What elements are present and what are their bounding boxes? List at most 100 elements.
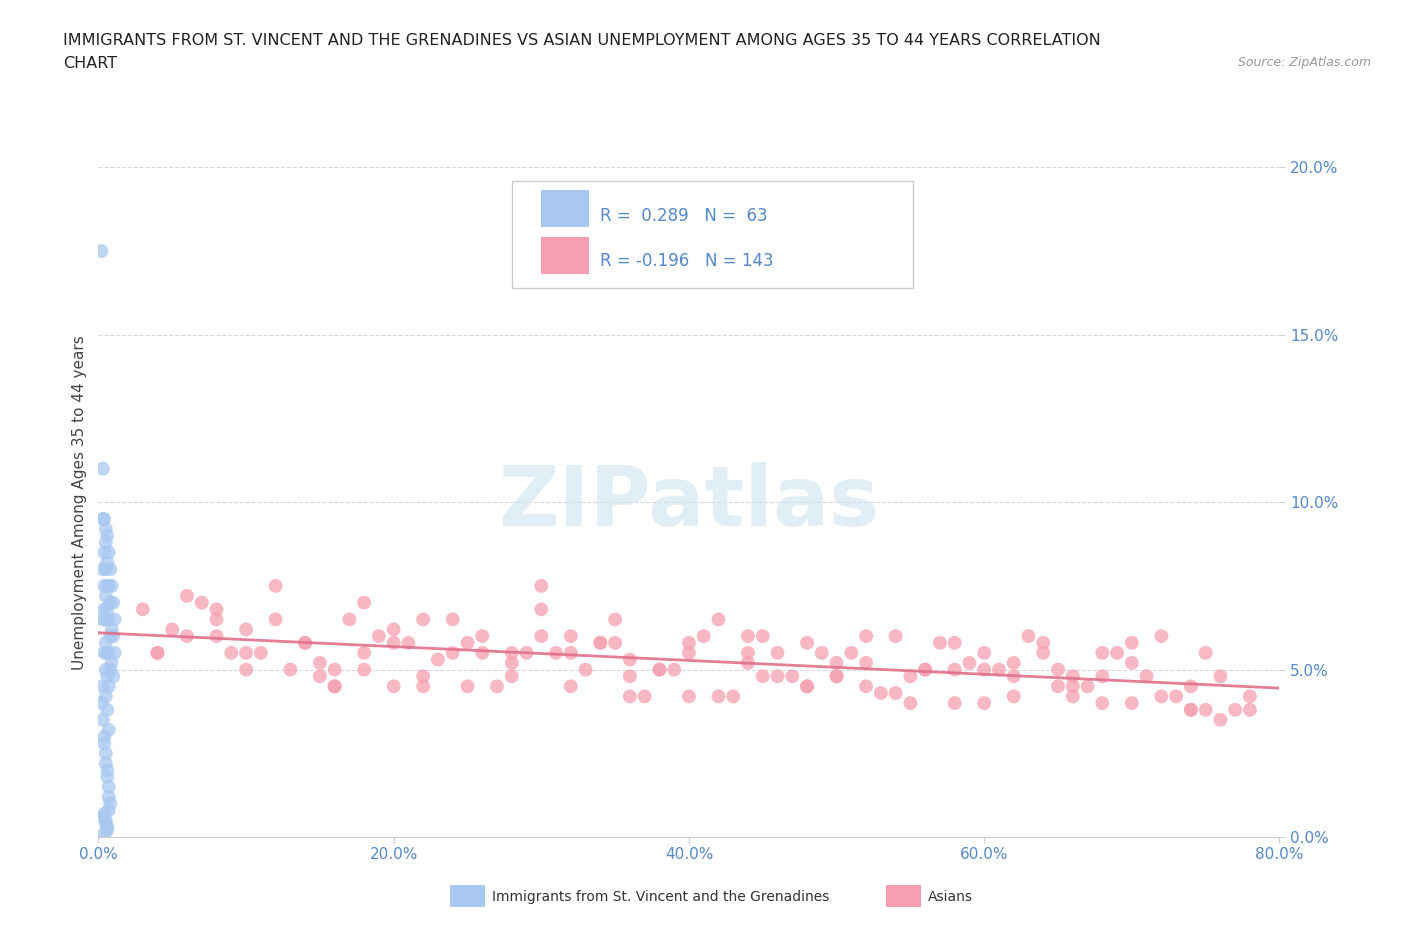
Point: [96, 819, 118, 834]
Point: [441, 645, 464, 660]
Point: [530, 578, 553, 593]
Bar: [541, 237, 589, 273]
Point: [382, 635, 405, 650]
Point: [96, 823, 118, 838]
Point: [987, 662, 1010, 677]
Point: [1091, 645, 1114, 660]
Point: [93, 645, 115, 660]
Point: [619, 669, 641, 684]
Point: [97, 723, 120, 737]
Bar: [541, 190, 589, 227]
Point: [91, 809, 114, 824]
Point: [973, 696, 995, 711]
Point: [97, 790, 120, 804]
Point: [94, 813, 117, 828]
Point: [100, 578, 122, 593]
Point: [103, 595, 125, 610]
Point: [382, 622, 405, 637]
Point: [323, 662, 346, 677]
Point: [94, 756, 117, 771]
Point: [94, 635, 117, 650]
Point: [96, 528, 118, 543]
Point: [98, 629, 121, 644]
Point: [91, 461, 114, 476]
Point: [1002, 689, 1025, 704]
Point: [664, 662, 686, 677]
Point: [412, 612, 434, 627]
Point: [884, 629, 907, 644]
Point: [323, 679, 346, 694]
Point: [104, 612, 127, 627]
Point: [278, 662, 302, 677]
Point: [1150, 629, 1173, 644]
Point: [619, 689, 641, 704]
Point: [751, 669, 773, 684]
Point: [205, 612, 228, 627]
Point: [456, 679, 478, 694]
Point: [456, 635, 478, 650]
Point: [294, 635, 316, 650]
Point: [1062, 679, 1084, 694]
Point: [737, 629, 759, 644]
Point: [943, 662, 966, 677]
Point: [707, 689, 730, 704]
Point: [94, 817, 117, 831]
Point: [855, 629, 877, 644]
Point: [382, 679, 405, 694]
Point: [94, 689, 117, 704]
Point: [825, 669, 848, 684]
Point: [1032, 645, 1054, 660]
Point: [103, 669, 125, 684]
Point: [1209, 712, 1232, 727]
Text: Immigrants from St. Vincent and the Grenadines: Immigrants from St. Vincent and the Gren…: [492, 889, 830, 904]
Point: [1180, 679, 1202, 694]
Point: [589, 635, 612, 650]
Point: [721, 689, 744, 704]
Point: [93, 602, 115, 617]
Point: [1195, 702, 1218, 717]
Point: [1180, 702, 1202, 717]
Point: [94, 522, 117, 537]
Point: [91, 562, 114, 577]
Point: [235, 645, 257, 660]
Point: [574, 662, 596, 677]
Point: [589, 635, 612, 650]
Point: [441, 612, 464, 627]
Point: [205, 602, 228, 617]
Point: [766, 645, 789, 660]
Point: [914, 662, 936, 677]
Point: [93, 736, 115, 751]
Point: [97, 645, 120, 660]
Point: [96, 645, 118, 660]
Point: [1195, 645, 1218, 660]
Point: [707, 612, 730, 627]
Point: [471, 629, 494, 644]
Point: [914, 662, 936, 677]
Point: [486, 679, 509, 694]
Point: [1209, 669, 1232, 684]
Text: CHART: CHART: [63, 56, 117, 71]
Point: [294, 635, 316, 650]
Point: [353, 662, 375, 677]
Point: [605, 612, 627, 627]
Text: Source: ZipAtlas.com: Source: ZipAtlas.com: [1237, 56, 1371, 69]
Point: [1121, 696, 1143, 711]
Point: [678, 645, 700, 660]
Point: [191, 595, 214, 610]
Text: R = -0.196   N = 143: R = -0.196 N = 143: [600, 252, 773, 270]
Point: [219, 645, 242, 660]
Point: [309, 656, 332, 671]
Point: [132, 602, 155, 617]
Point: [869, 685, 891, 700]
Point: [96, 702, 118, 717]
Point: [100, 656, 122, 671]
Point: [973, 645, 995, 660]
Text: IMMIGRANTS FROM ST. VINCENT AND THE GRENADINES VS ASIAN UNEMPLOYMENT AMONG AGES : IMMIGRANTS FROM ST. VINCENT AND THE GREN…: [63, 33, 1101, 47]
Point: [943, 635, 966, 650]
Text: Asians: Asians: [928, 889, 973, 904]
Point: [943, 696, 966, 711]
Point: [94, 589, 117, 604]
Point: [1091, 696, 1114, 711]
Point: [471, 645, 494, 660]
Point: [855, 656, 877, 671]
